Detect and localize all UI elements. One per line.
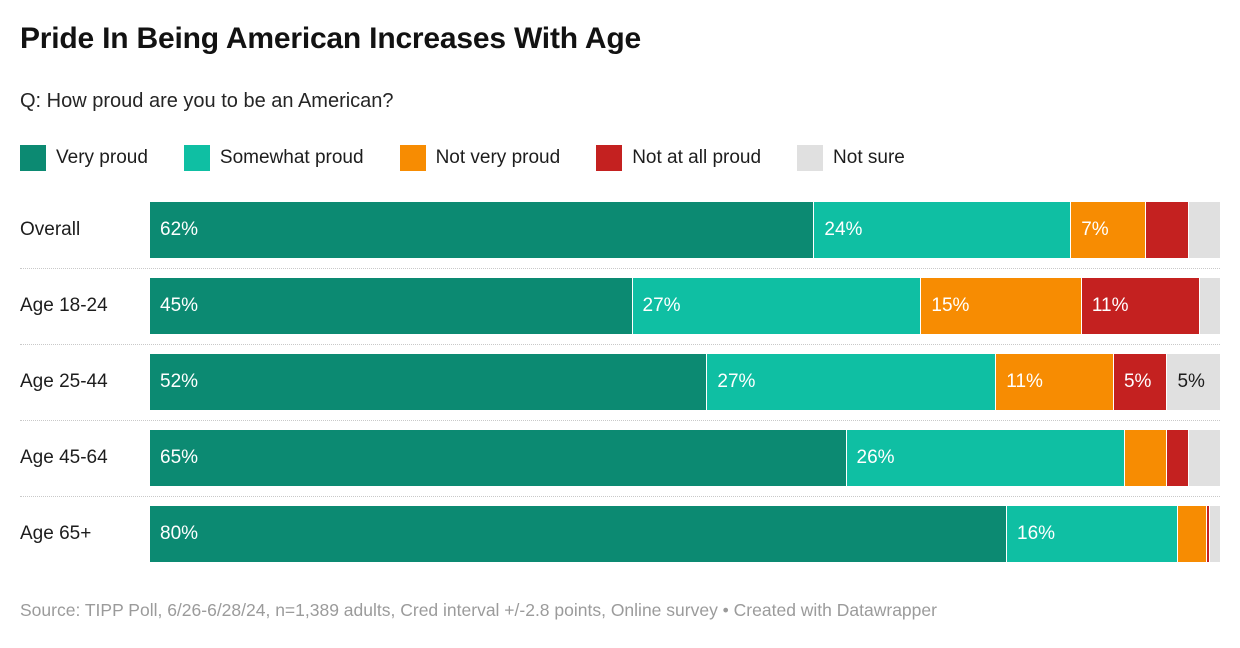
segment-not-very-proud [1177,505,1207,562]
segment-not-very-proud: 15% [920,277,1081,334]
legend-label: Very proud [56,146,148,168]
segment-not-at-all-proud: 11% [1080,277,1199,334]
segment-very-proud: 65% [150,429,846,486]
legend: Very proud Somewhat proud Not very proud No… [20,144,1220,171]
segment-value-label: 11% [1006,370,1043,392]
legend-item-not-very-proud: Not very proud [399,144,561,171]
legend-item-not-sure: Not sure [797,144,905,171]
segment-not-sure [1209,505,1220,562]
segment-value-label: 11% [1091,294,1129,316]
segment-value-label: 7% [1081,218,1109,240]
segment-value-label: 62% [160,218,199,240]
legend-swatch-not-very-proud [399,144,426,171]
segment-value-label: 45% [160,294,199,316]
segment-not-sure [1187,201,1220,258]
row-label: Age 25-44 [20,370,108,392]
legend-item-not-at-all-proud: Not at all proud [596,144,762,171]
row-divider [20,495,1220,497]
segment-not-at-all-proud: 5% [1112,353,1167,410]
segment-not-sure: 5% [1166,353,1220,410]
bar-track: 65% 26% [150,429,1220,486]
row-label: Overall [20,218,81,240]
legend-swatch-somewhat-proud [183,144,210,171]
segment-very-proud: 52% [150,353,707,410]
segment-not-at-all-proud [1166,429,1188,486]
row-divider [20,267,1220,269]
segment-value-label: 27% [717,370,756,392]
legend-item-somewhat-proud: Somewhat proud [183,144,364,171]
legend-label: Not sure [833,146,905,168]
source-note: Source: TIPP Poll, 6/26-6/28/24, n=1,389… [20,599,937,620]
segment-value-label: 5% [1123,370,1152,392]
row-divider [20,343,1220,345]
segment-somewhat-proud: 26% [845,429,1124,486]
row-label: Age 65+ [20,522,92,544]
segment-very-proud: 45% [150,277,632,334]
segment-not-very-proud: 11% [995,353,1113,410]
segment-not-at-all-proud [1206,505,1210,562]
segment-very-proud: 80% [150,505,1006,562]
legend-swatch-not-at-all-proud [596,144,623,171]
segment-not-sure [1198,277,1220,334]
segment-somewhat-proud: 27% [706,353,996,410]
bar-track: 52% 27% 11% 5% 5% [150,353,1220,410]
segment-value-label: 16% [1017,522,1056,544]
segment-value-label: 24% [824,218,863,240]
stacked-bar-chart: Overall 62% 24% 7% Age 18-24 45% 27% 15% 11% Age … [20,201,1220,562]
legend-swatch-not-sure [797,144,824,171]
segment-somewhat-proud: 27% [631,277,921,334]
segment-value-label: 15% [931,294,970,316]
segment-very-proud: 62% [150,201,814,258]
bar-row: Age 18-24 45% 27% 15% 11% [20,277,1220,334]
bar-row: Overall 62% 24% 7% [20,201,1220,258]
segment-value-label: 65% [160,446,199,468]
legend-swatch-very-proud [20,144,46,171]
segment-somewhat-proud: 24% [813,201,1071,258]
segment-value-label: 26% [856,446,895,468]
bar-track: 45% 27% 15% 11% [150,277,1220,334]
row-label: Age 45-64 [20,446,108,468]
legend-label: Not very proud [435,146,561,168]
row-divider [20,419,1220,421]
bar-row: Age 45-64 65% 26% [20,429,1220,486]
legend-label: Not at all proud [632,146,762,168]
legend-item-very-proud: Very proud [20,144,148,171]
segment-not-sure [1187,429,1220,486]
segment-not-very-proud: 7% [1070,201,1146,258]
bar-track: 62% 24% 7% [150,201,1220,258]
segment-value-label: 27% [642,294,681,316]
segment-not-at-all-proud [1145,201,1188,258]
segment-value-label: 80% [160,522,199,544]
legend-label: Somewhat proud [219,146,364,168]
segment-value-label: 5% [1177,370,1205,392]
chart-subtitle: Q: How proud are you to be an American? [20,89,394,112]
segment-not-very-proud [1123,429,1167,486]
bar-row: Age 65+ 80% 16% [20,505,1220,562]
segment-somewhat-proud: 16% [1006,505,1178,562]
segment-value-label: 52% [160,370,199,392]
bar-track: 80% 16% [150,505,1220,562]
bar-row: Age 25-44 52% 27% 11% 5% 5% [20,353,1220,410]
chart-title: Pride In Being American Increases With A… [20,22,641,55]
row-label: Age 18-24 [20,294,108,316]
